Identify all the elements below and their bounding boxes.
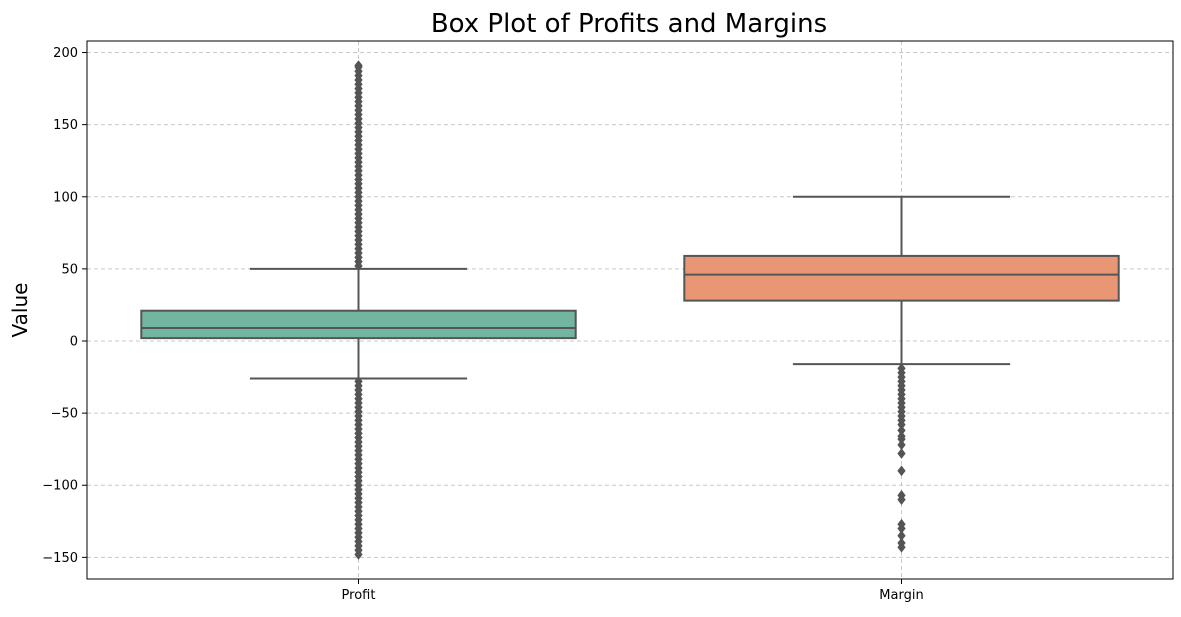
outlier-point: [897, 448, 906, 459]
box-layer: [140, 60, 1120, 560]
y-tick-label: 0: [70, 335, 78, 350]
y-tick-label: −150: [42, 551, 78, 566]
y-tick-label: 150: [53, 118, 78, 133]
outlier-point: [354, 60, 363, 71]
x-tick-label: Profit: [342, 588, 376, 603]
box-profit: [140, 60, 577, 560]
outlier-point: [897, 439, 906, 451]
y-tick-label: 100: [53, 190, 78, 205]
box-margin: [683, 195, 1120, 553]
outlier-point: [354, 549, 363, 560]
x-tick-label: Margin: [879, 588, 923, 603]
y-tick-label: −100: [42, 479, 78, 494]
plot-frame: [86, 40, 1174, 580]
y-tick-label: −50: [51, 407, 78, 422]
y-tick-label: 50: [61, 262, 78, 277]
iqr-box: [683, 254, 1120, 302]
outlier-point: [897, 494, 906, 505]
outlier-point: [897, 465, 906, 477]
y-tick-label: 200: [53, 46, 78, 61]
axis-layer: −150 −100 −50 0 50 100 150 200 Profit Margin: [42, 40, 1174, 603]
iqr-box: [140, 309, 577, 340]
y-axis-label: Value: [8, 283, 32, 338]
outlier-point: [897, 541, 906, 553]
chart-title: Box Plot of Profits and Margins: [431, 9, 827, 39]
